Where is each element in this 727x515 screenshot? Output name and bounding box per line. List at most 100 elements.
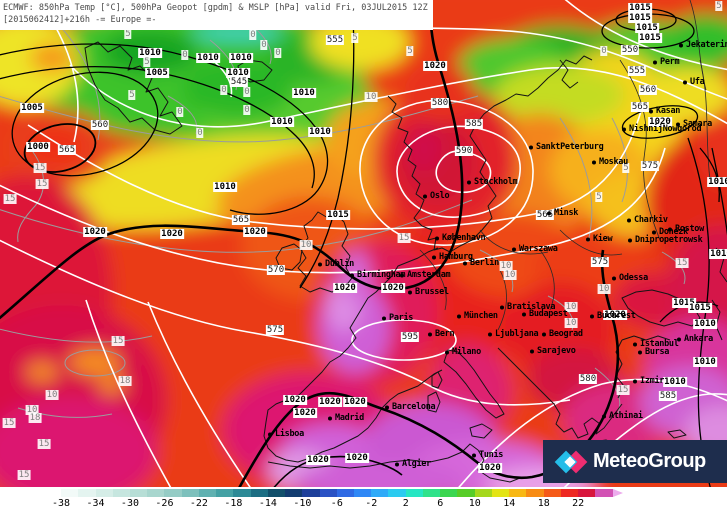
city-label: Lisboa <box>275 429 304 439</box>
city-dot-icon <box>500 305 504 309</box>
scale-tick-label: 6 <box>437 498 444 509</box>
temperature-label: 0 <box>600 46 608 56</box>
city-dot-icon <box>652 230 656 234</box>
city-label: Moskau <box>599 157 628 167</box>
geopotential-label: 545 <box>229 77 249 87</box>
city-dot-icon <box>400 273 404 277</box>
title-line-2: [2015062412]+216h -= Europe =- <box>3 15 157 26</box>
mslp-label: 1020 <box>306 455 330 465</box>
city-marker: Kiew <box>586 229 613 248</box>
city-dot-icon <box>612 276 616 280</box>
temperature-label: 10 <box>564 302 578 312</box>
mslp-label: 1010 <box>707 177 727 187</box>
temperature-label: 15 <box>37 439 51 449</box>
scale-color-cell <box>164 489 182 497</box>
city-dot-icon <box>633 379 637 383</box>
temperature-label: 15 <box>397 233 411 243</box>
temperature-label: 15 <box>17 470 31 480</box>
title-line-1: ECMWF: 850hPa Temp [°C], 500hPa Geopot [… <box>3 3 428 13</box>
mslp-label: 1020 <box>83 227 107 237</box>
city-label: Dublin <box>325 259 354 269</box>
temperature-label: 15 <box>3 194 17 204</box>
temperature-label: 5 <box>595 192 603 202</box>
city-label: Izmir <box>640 376 665 386</box>
city-marker: Sarajevo <box>530 341 576 360</box>
mslp-label: 1020 <box>478 463 502 473</box>
temperature-label: 15 <box>35 179 49 189</box>
temperature-label: 10 <box>499 261 513 271</box>
city-label: Budapest <box>529 309 568 319</box>
mslp-label: 1015 <box>688 303 712 313</box>
city-dot-icon <box>633 342 637 346</box>
city-dot-icon <box>382 316 386 320</box>
mslp-label: 1010 <box>308 127 332 137</box>
geopotential-label: 565 <box>630 102 650 112</box>
city-marker: Rostow <box>668 219 704 238</box>
temperature-label: 0 <box>176 107 184 117</box>
scale-color-cell <box>181 489 199 497</box>
mslp-label: 1005 <box>20 103 44 113</box>
city-label: Bursa <box>645 347 670 357</box>
city-label: Algier <box>402 459 431 469</box>
city-marker: Warszawa <box>512 239 558 258</box>
mslp-label: 1020 <box>345 453 369 463</box>
city-marker: Odessa <box>612 268 648 287</box>
city-dot-icon <box>679 43 683 47</box>
temperature-label: 0 <box>249 30 257 40</box>
city-dot-icon <box>590 314 594 318</box>
city-label: Jekaterinburg <box>686 40 727 50</box>
temperature-label: 18 <box>118 376 132 386</box>
city-dot-icon <box>622 127 626 131</box>
temperature-label: 0 <box>181 50 189 60</box>
mslp-label: 1010 <box>229 53 253 63</box>
scale-tick-label: -6 <box>330 498 343 509</box>
city-label: Istanbul <box>640 339 679 349</box>
mslp-label: 1010 <box>693 357 717 367</box>
city-dot-icon <box>529 145 533 149</box>
scale-tick-label: -30 <box>120 498 139 509</box>
city-dot-icon <box>467 180 471 184</box>
scale-color-cell <box>43 489 62 497</box>
city-dot-icon <box>328 416 332 420</box>
city-label: Amsterdam <box>407 270 451 280</box>
temperature-label: 5 <box>406 46 414 56</box>
temperature-label: 10 <box>45 390 59 400</box>
mslp-label: 1015 <box>635 23 659 33</box>
geopotential-label: 580 <box>430 98 450 108</box>
city-label: SanktPeterburg <box>536 142 604 152</box>
scale-color-cell <box>457 489 475 497</box>
city-dot-icon <box>268 432 272 436</box>
city-dot-icon <box>677 337 681 341</box>
city-marker: Athinai <box>602 406 643 425</box>
city-marker: Budapest <box>522 304 568 323</box>
scale-tick-label: -26 <box>155 498 174 509</box>
scale-color-cell <box>405 489 423 497</box>
scale-tick-label: 14 <box>503 498 516 509</box>
mslp-label: 1010 <box>663 377 687 387</box>
scale-color-cell <box>509 489 527 497</box>
city-dot-icon <box>683 80 687 84</box>
scale-color-cell <box>543 489 561 497</box>
city-marker: Istanbul <box>633 334 679 353</box>
city-label: Donezk <box>659 227 688 237</box>
temperature-label: 10 <box>597 284 611 294</box>
city-dot-icon <box>668 227 672 231</box>
city-label: Sarajevo <box>537 346 576 356</box>
chart-title: ECMWF: 850hPa Temp [°C], 500hPa Geopot [… <box>0 0 433 30</box>
city-marker: Milano <box>445 342 481 361</box>
city-dot-icon <box>318 262 322 266</box>
scale-color-cell <box>336 489 355 497</box>
temperature-label: 15 <box>111 336 125 346</box>
mslp-label: 1020 <box>343 397 367 407</box>
temperature-label: 0 <box>260 40 268 50</box>
mslp-label: 1015 <box>638 33 662 43</box>
city-marker: Perm <box>653 52 680 71</box>
mslp-label: 1005 <box>145 68 169 78</box>
temperature-label: 18 <box>28 413 42 423</box>
city-marker: Charkiv <box>627 210 668 229</box>
geopotential-label: 565 <box>231 215 251 225</box>
geopotential-label: 570 <box>266 265 286 275</box>
city-dot-icon <box>602 414 606 418</box>
temperature-label: 10 <box>503 270 517 280</box>
city-marker: Donezk <box>652 222 688 241</box>
